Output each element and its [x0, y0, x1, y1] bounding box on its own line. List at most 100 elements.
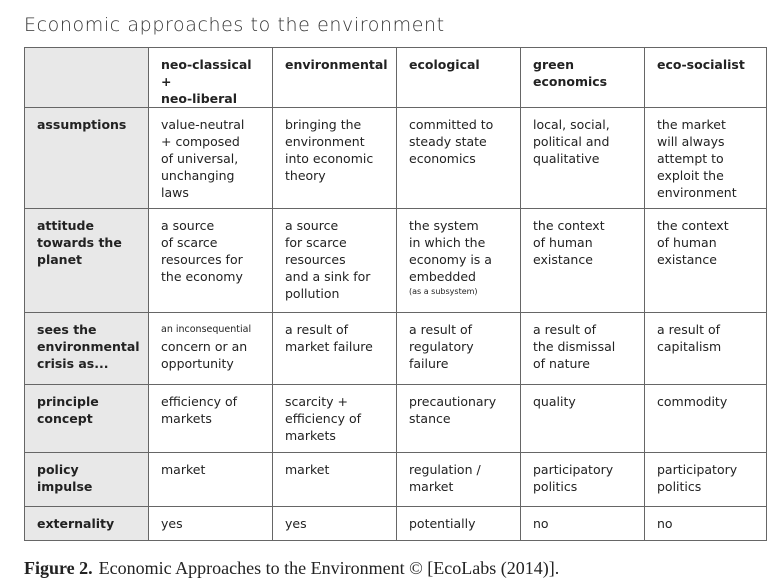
header-row: neo-classical + neo-liberal environmental e…	[24, 47, 767, 108]
cell-line: (as a subsystem)	[409, 287, 478, 296]
column-header: environmental	[272, 47, 397, 108]
cell-line: economics	[533, 74, 608, 89]
cell-line: exploit the	[657, 168, 724, 183]
cell: potentially	[396, 506, 521, 541]
cell-line: market failure	[285, 339, 373, 354]
cell: commodity	[644, 384, 767, 453]
cell-line: pollution	[285, 286, 340, 301]
cell-line: policy impulse	[37, 462, 93, 494]
cell-line: environment	[657, 185, 737, 200]
cell: a result of the dismissal of nature	[520, 312, 645, 385]
cell-line: concept	[37, 411, 93, 426]
cell-line: failure	[409, 356, 449, 371]
cell: a source of scarce resources for the econom…	[148, 208, 273, 313]
cell-line: a result of	[533, 322, 597, 337]
cell-line: and a sink for	[285, 269, 371, 284]
cell-line: local, social,	[533, 117, 610, 132]
cell-line: no	[657, 516, 673, 531]
cell-line: qualitative	[533, 151, 600, 166]
table-row: attitude towards the planet a source of scar…	[24, 208, 767, 313]
cell: scarcity + efficiency of markets	[272, 384, 397, 453]
cell-line: an inconsequential	[161, 324, 252, 335]
row-label: principle concept	[24, 384, 149, 453]
table-row: policy impulse market market regulation / ma…	[24, 452, 767, 507]
cell: efficiency of markets	[148, 384, 273, 453]
cell: a source for scarce resources and a sink fo…	[272, 208, 397, 313]
cell-line: principle	[37, 394, 99, 409]
column-header: eco-socialist	[644, 47, 767, 108]
cell-line: stance	[409, 411, 451, 426]
cell-line: opportunity	[161, 356, 234, 371]
cell-line: market	[409, 479, 454, 494]
cell-line: regulatory	[409, 339, 474, 354]
cell-line: efficiency of	[161, 394, 238, 409]
cell: market	[148, 452, 273, 507]
cell-line: will always	[657, 134, 725, 149]
cell-line: committed to	[409, 117, 494, 132]
cell-line: the dismissal	[533, 339, 616, 354]
cell: committed to steady state economics	[396, 107, 521, 209]
table-row: sees the environmental crisis as... an inco…	[24, 312, 767, 385]
cell-line: a source	[285, 218, 339, 233]
cell: yes	[148, 506, 273, 541]
cell-line: for scarce	[285, 235, 347, 250]
cell-line: precautionary	[409, 394, 497, 409]
column-header: green economics	[520, 47, 645, 108]
cell: no	[520, 506, 645, 541]
cell-line: bringing the	[285, 117, 362, 132]
cell-line: commodity	[657, 394, 728, 409]
cell-line: eco-socialist	[657, 57, 745, 72]
cell: the context of human existance	[520, 208, 645, 313]
cell: the market will always attempt to exploit t…	[644, 107, 767, 209]
cell-line: in which the	[409, 235, 486, 250]
cell-line: assumptions	[37, 117, 127, 132]
cell-line: attitude	[37, 218, 94, 233]
cell-line: neo-classical +	[161, 57, 252, 89]
cell-line: capitalism	[657, 339, 722, 354]
cell-line: scarcity +	[285, 394, 349, 409]
cell-line: a source	[161, 218, 215, 233]
column-header: ecological	[396, 47, 521, 108]
cell-line: embedded	[409, 269, 476, 284]
cell-line: of universal,	[161, 151, 239, 166]
cell-line: a result of	[285, 322, 349, 337]
cell-line: quality	[533, 394, 576, 409]
table: neo-classical + neo-liberal environmental e…	[24, 47, 767, 541]
caption: Figure 2. Economic Approaches to the Envi…	[24, 558, 559, 579]
cell-line: economy is a	[409, 252, 492, 267]
cell: quality	[520, 384, 645, 453]
table-row: assumptions value-neutral + composed of uni…	[24, 107, 767, 209]
cell-line: politics	[533, 479, 578, 494]
cell-line: concern or an	[161, 339, 248, 354]
row-label: attitude towards the planet	[24, 208, 149, 313]
cell-line: of human	[657, 235, 717, 250]
cell-line: neo-liberal	[161, 91, 238, 106]
cell-line: the system	[409, 218, 479, 233]
cell: participatory politics	[520, 452, 645, 507]
cell-line: markets	[161, 411, 212, 426]
cell-line: the context	[657, 218, 729, 233]
cell-line: ecological	[409, 57, 480, 72]
cell-line: potentially	[409, 516, 476, 531]
cell-line: a result of	[409, 322, 473, 337]
cell-line: resources	[285, 252, 346, 267]
table-row: externality yes yes potentially no no	[24, 506, 767, 541]
cell-line: unchanging	[161, 168, 235, 183]
cell-line: steady state	[409, 134, 487, 149]
cell: an inconsequential concern or an opportuni…	[148, 312, 273, 385]
cell-line: theory	[285, 168, 326, 183]
cell-line: market	[161, 462, 206, 477]
cell: precautionary stance	[396, 384, 521, 453]
row-label: policy impulse	[24, 452, 149, 507]
cell-line: politics	[657, 479, 702, 494]
cell: the context of human existance	[644, 208, 767, 313]
cell-line: planet	[37, 252, 83, 267]
cell: regulation / market	[396, 452, 521, 507]
cell: a result of market failure	[272, 312, 397, 385]
cell-line: yes	[285, 516, 307, 531]
cell-line: a result of	[657, 322, 721, 337]
cell-line: no	[533, 516, 549, 531]
cell: yes	[272, 506, 397, 541]
cell-line: political and	[533, 134, 610, 149]
